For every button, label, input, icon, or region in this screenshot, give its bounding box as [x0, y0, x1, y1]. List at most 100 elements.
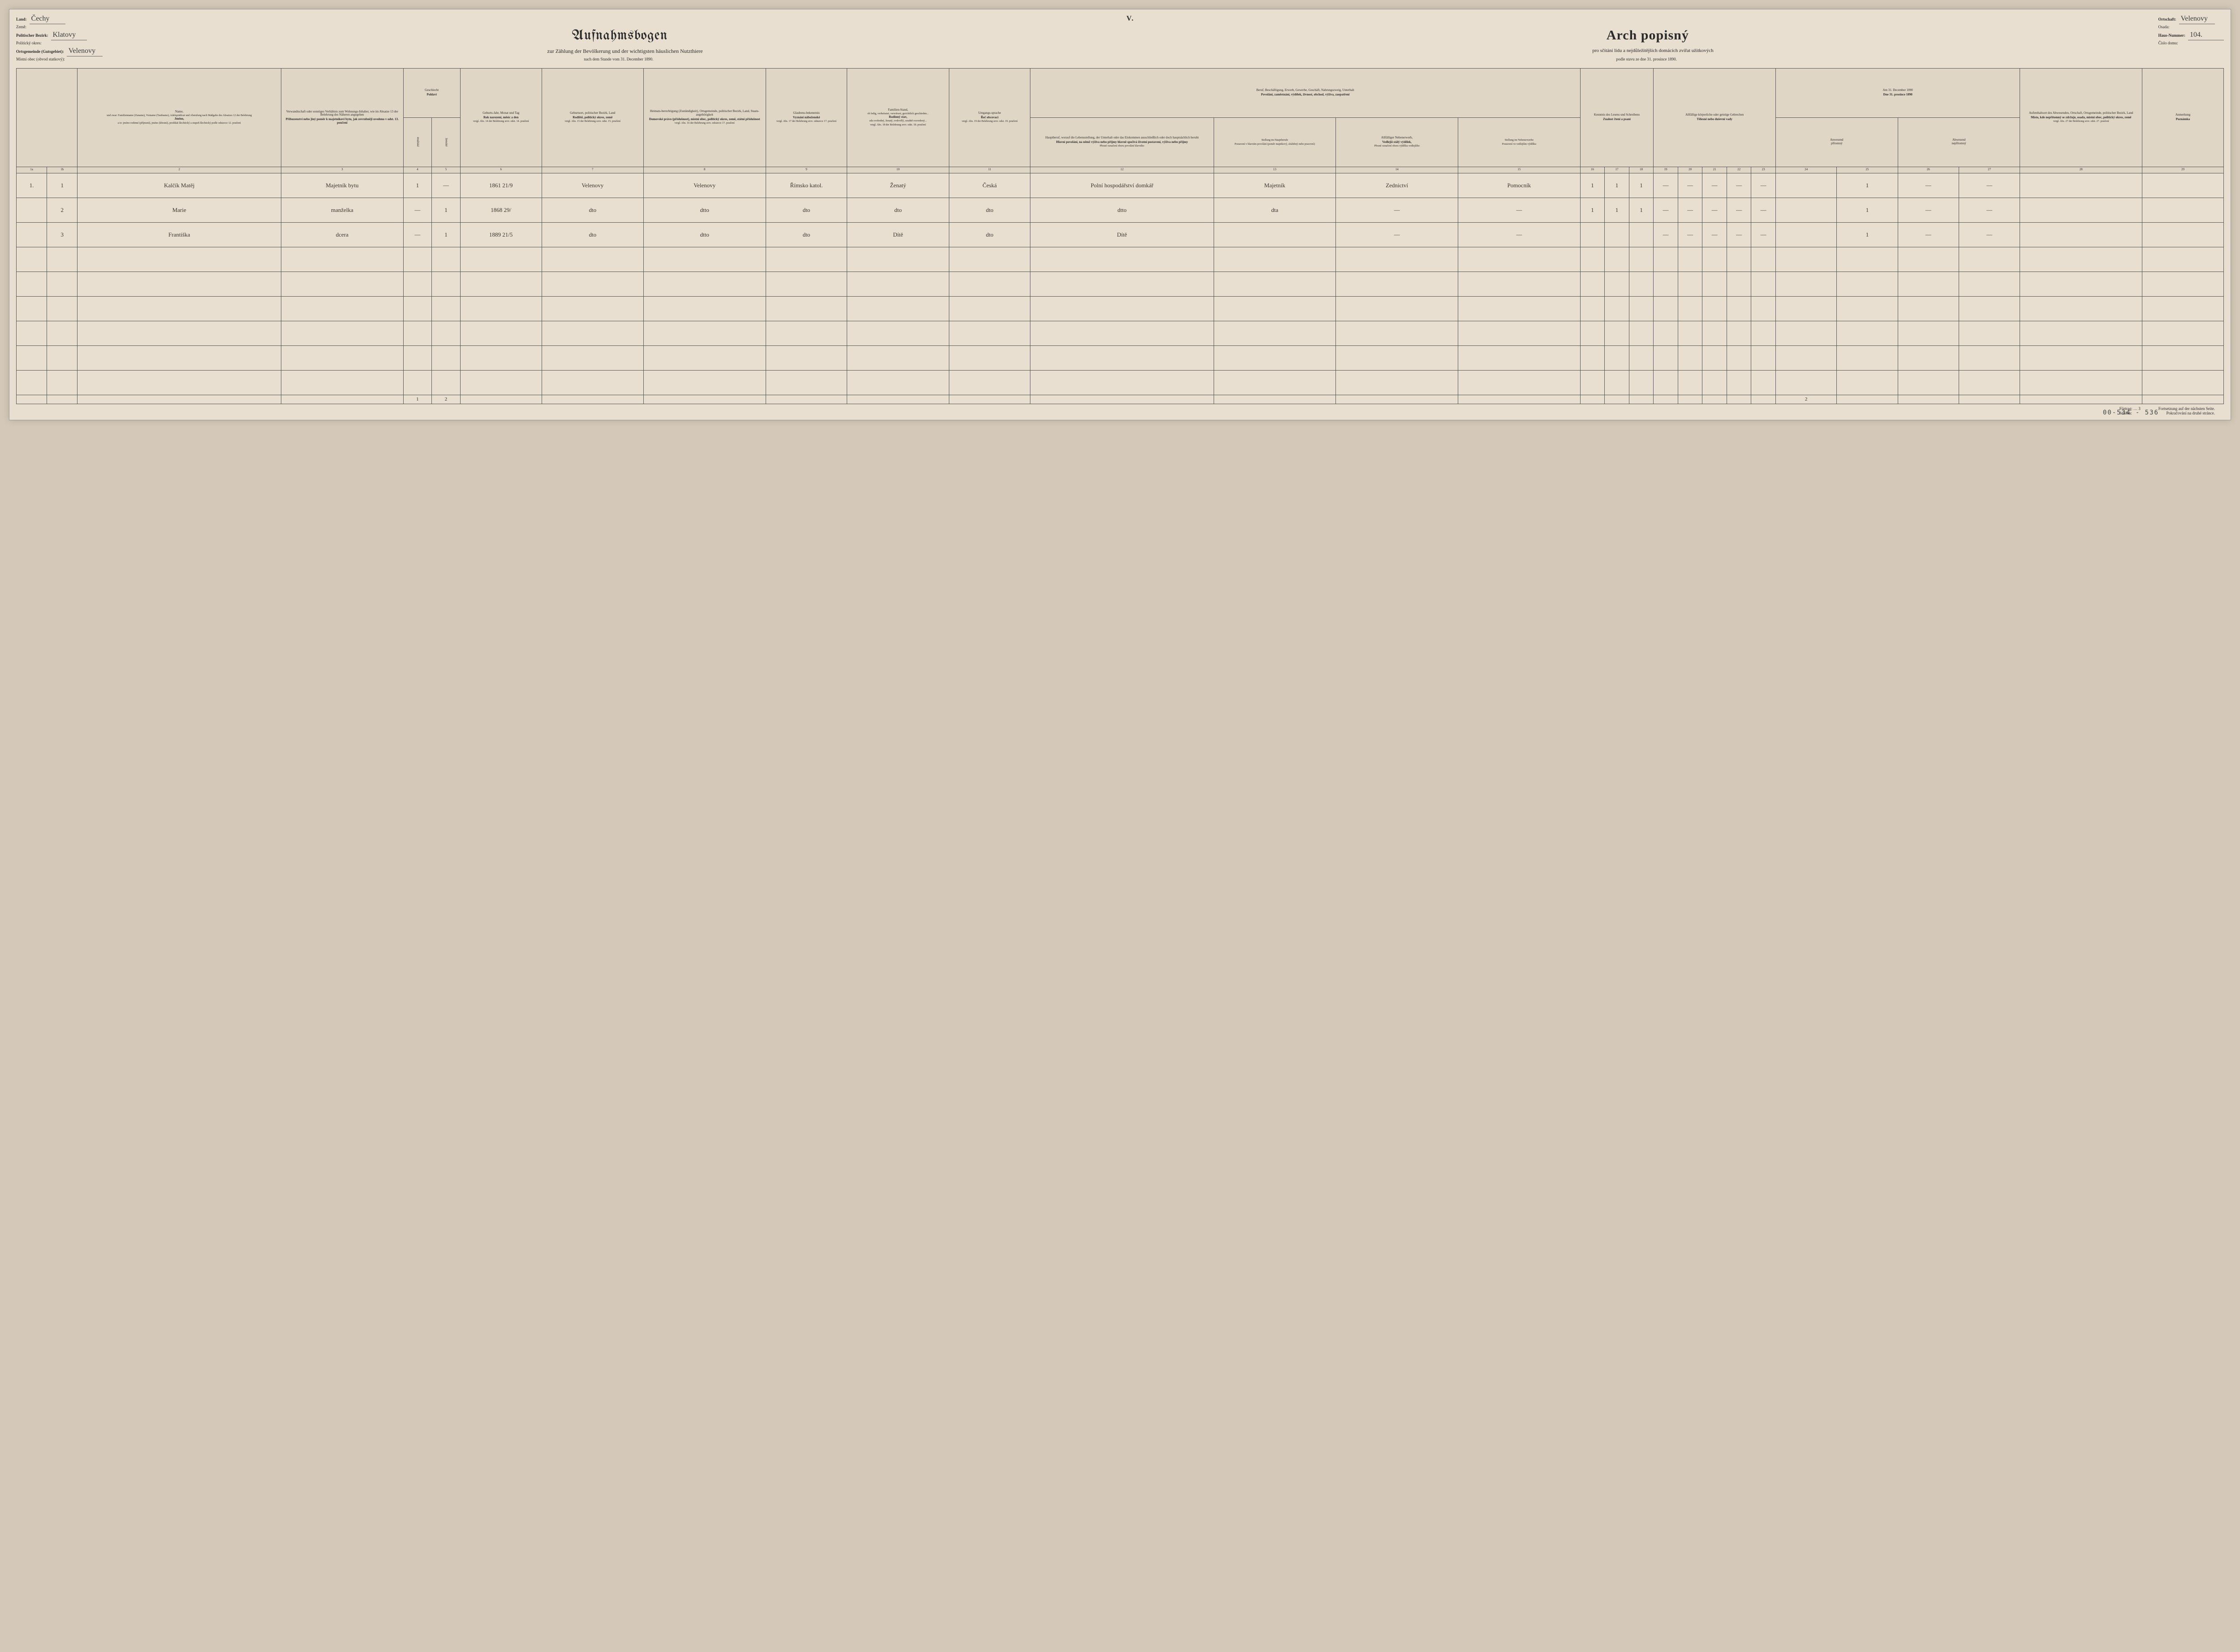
- cell-lit16: 1: [1580, 198, 1605, 222]
- cell-d19: —: [1654, 222, 1678, 247]
- cell-occ13: Majetník: [1214, 173, 1336, 198]
- num-25: 25: [1837, 167, 1898, 173]
- cell-absloc: [2020, 222, 2142, 247]
- cell-family: Dítě: [847, 222, 949, 247]
- cell-birth: 1861 21/9: [460, 173, 542, 198]
- cell-family: Ženatý: [847, 173, 949, 198]
- hdr-seq: [17, 68, 78, 167]
- cont-de: Fortsetzung auf der nächsten Seite.: [2158, 406, 2215, 411]
- cell-religion: Římsko katol.: [766, 173, 847, 198]
- cell-heimat: Velenovy: [643, 173, 766, 198]
- num-28: 28: [2020, 167, 2142, 173]
- bezirk-value: Klatovy: [51, 30, 87, 40]
- num-26: 26: [1898, 167, 1959, 173]
- cell-birthplace: Velenovy: [542, 173, 643, 198]
- hdr-sex-f: ženské: [432, 117, 461, 167]
- num-15: 15: [1458, 167, 1580, 173]
- num-1a: 1a: [17, 167, 47, 173]
- meta-left: Land: Čechy Země: Politischer Bezirk: Kl…: [16, 14, 103, 66]
- bezirk-label-de: Politischer Bezirk:: [16, 33, 48, 39]
- num-20: 20: [1678, 167, 1702, 173]
- cell-seq_b: 3: [47, 222, 78, 247]
- num-11: 11: [949, 167, 1030, 173]
- hdr-sex: Geschlecht Pohlaví: [403, 68, 460, 117]
- num-27: 27: [1959, 167, 2020, 173]
- num-16: 16: [1580, 167, 1605, 173]
- num-7: 7: [542, 167, 643, 173]
- cell-d21: —: [1702, 222, 1727, 247]
- cell-occ14: —: [1336, 198, 1458, 222]
- cell-occ13: dta: [1214, 198, 1336, 222]
- cell-note: [2142, 173, 2224, 198]
- subtitle-german: zur Zählung der Bevölkerung und der wich…: [547, 47, 703, 55]
- cell-p25: 1: [1837, 222, 1898, 247]
- census-table: Name, und zwar: Familienname (Zuname), V…: [16, 68, 2224, 404]
- table-row: 3Františkadcera—11889 21/5dtodttodtoDítě…: [17, 222, 2224, 247]
- haus-value: 104.: [2188, 30, 2224, 40]
- num-22: 22: [1727, 167, 1751, 173]
- meta-right: Ortschaft: Velenovy Osada: Haus-Nummer: …: [2158, 14, 2224, 66]
- cell-sex_f: —: [432, 173, 461, 198]
- land-label-de: Land:: [16, 17, 27, 22]
- num-29: 29: [2142, 167, 2224, 173]
- cell-d23: —: [1751, 173, 1776, 198]
- cell-occ12: dtto: [1030, 198, 1214, 222]
- num-4: 4: [403, 167, 432, 173]
- gemeinde-label-de: Ortsgemeinde (Gutsgebiet):: [16, 49, 64, 55]
- hdr-family: Familien-Stand, ob ledig, verheiratet, v…: [847, 68, 949, 167]
- cell-absloc: [2020, 173, 2142, 198]
- num-18: 18: [1629, 167, 1654, 173]
- title-czech: Arch popisný: [1607, 26, 1689, 45]
- cell-p26: —: [1898, 222, 1959, 247]
- cell-d22: —: [1727, 173, 1751, 198]
- cell-heimat: dtto: [643, 198, 766, 222]
- cell-seq_b: 1: [47, 173, 78, 198]
- ort-value: Velenovy: [2179, 14, 2215, 24]
- haus-label-cz: Číslo domu:: [2158, 40, 2178, 46]
- num-2: 2: [78, 167, 281, 173]
- num-17: 17: [1605, 167, 1629, 173]
- cell-lit16: 1: [1580, 173, 1605, 198]
- top-meta: Land: Čechy Země: Politischer Bezirk: Kl…: [16, 14, 2224, 66]
- empty-row: [17, 296, 2224, 321]
- hdr-occ12: Hauptberuf, worauf die Lebensstellung, d…: [1030, 117, 1214, 167]
- cell-sex_m: —: [403, 222, 432, 247]
- sum-row: 122: [17, 395, 2224, 404]
- cell-occ13: [1214, 222, 1336, 247]
- table-row: 2Mariemanželka—11868 29/dtodttodtodtodto…: [17, 198, 2224, 222]
- cell-d20: —: [1678, 173, 1702, 198]
- cell-occ12: Dítě: [1030, 222, 1214, 247]
- cell-occ12: Polní hospodářství domkář: [1030, 173, 1214, 198]
- cell-d19: —: [1654, 173, 1678, 198]
- num-21: 21: [1702, 167, 1727, 173]
- cell-lit17: [1605, 222, 1629, 247]
- ort-label-de: Ortschaft:: [2158, 17, 2176, 22]
- hdr-literacy: Kenntnis des Lesens und Schreibens Znalo…: [1580, 68, 1654, 167]
- cell-lit18: 1: [1629, 173, 1654, 198]
- cell-religion: dto: [766, 222, 847, 247]
- hdr-note: Anmerkung Poznámka: [2142, 68, 2224, 167]
- num-24: 24: [1775, 167, 1836, 173]
- hdr-religion: Glaubens-bekenntnis Vyznání náboženské v…: [766, 68, 847, 167]
- num-12: 12: [1030, 167, 1214, 173]
- num-9: 9: [766, 167, 847, 173]
- cell-lit17: 1: [1605, 198, 1629, 222]
- cell-occ15: —: [1458, 198, 1580, 222]
- meta-center: V. Aufnahmsbogen Arch popisný zur Zählun…: [103, 14, 2158, 66]
- cell-occ14: Zednictví: [1336, 173, 1458, 198]
- cell-sex_f: 1: [432, 198, 461, 222]
- hdr-presence: Am 31. December 1890 Dne 31. prosince 18…: [1775, 68, 2020, 117]
- empty-row: [17, 247, 2224, 272]
- cell-lit17: 1: [1605, 173, 1629, 198]
- hdr-language: Umgangs-sprache Řeč obcovací vergl. Abs.…: [949, 68, 1030, 167]
- cell-p27: —: [1959, 222, 2020, 247]
- cell-d22: —: [1727, 222, 1751, 247]
- empty-row: [17, 345, 2224, 370]
- cell-d21: —: [1702, 173, 1727, 198]
- title-german: Aufnahmsbogen: [572, 26, 668, 47]
- cell-occ15: —: [1458, 222, 1580, 247]
- page-number: V.: [103, 14, 2158, 24]
- cell-birthplace: dto: [542, 198, 643, 222]
- hdr-occ15: Stellung im Nebenerwerbe Postavení ve ve…: [1458, 117, 1580, 167]
- hdr-birth: Geburts-Jahr, Monat und Tag Rok narození…: [460, 68, 542, 167]
